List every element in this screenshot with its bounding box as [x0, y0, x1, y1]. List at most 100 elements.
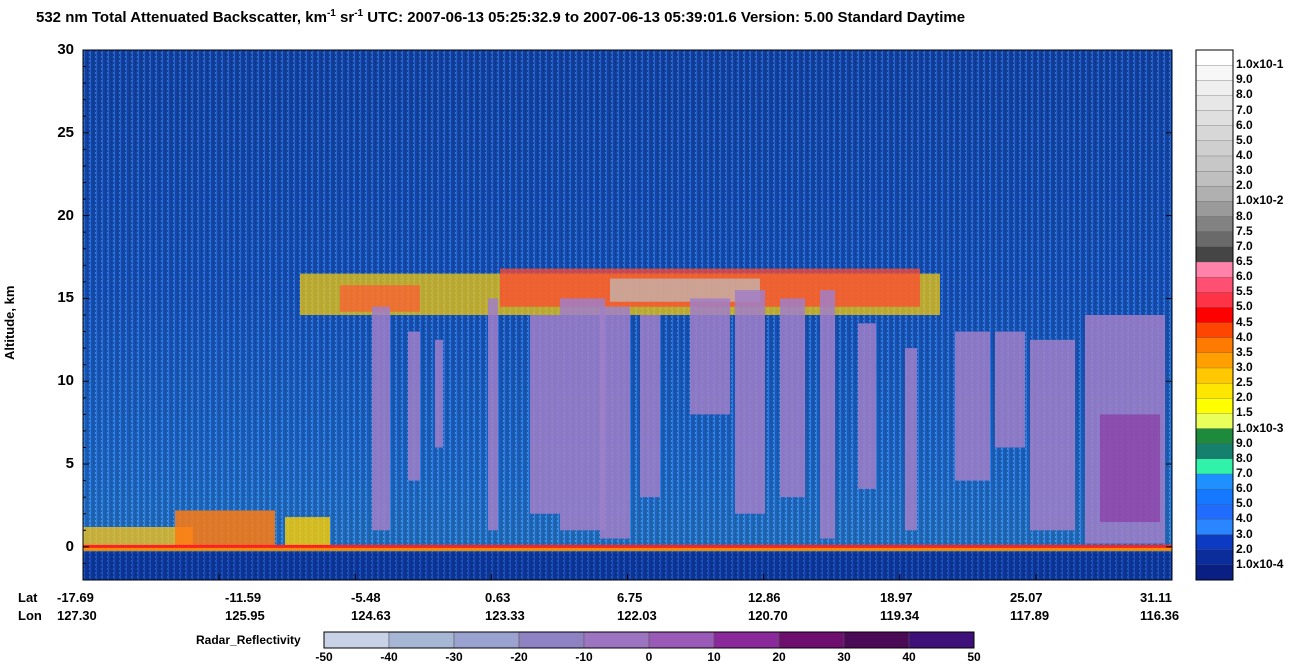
colorbar-label: 3.0	[1236, 163, 1253, 178]
lon-tick-label: 123.33	[485, 608, 525, 623]
y-tick-label: 15	[57, 289, 74, 307]
lon-tick-label: 120.70	[748, 608, 788, 623]
lat-tick-label: 12.86	[748, 590, 781, 605]
colorbar-label: 7.5	[1236, 223, 1253, 238]
colorbar-segment	[1195, 246, 1234, 263]
lat-tick-label: 25.07	[1010, 590, 1043, 605]
colorbar-label: 2.5	[1236, 375, 1253, 390]
lon-axis-head: Lon	[18, 608, 42, 623]
cloud-column	[530, 315, 560, 514]
colorbar-segment	[1195, 49, 1234, 66]
colorbar-label: 5.0	[1236, 132, 1253, 147]
y-tick-label: 30	[57, 41, 74, 58]
y-tick-label: 10	[57, 372, 74, 390]
lon-tick-label: 116.36	[1140, 608, 1180, 623]
cloud-column-core	[1100, 414, 1160, 523]
radar-segment	[843, 631, 910, 649]
cloud-column	[600, 306, 630, 539]
cloud-column	[735, 290, 765, 514]
surface-line-glow	[83, 547, 1172, 551]
lon-tick-label: 125.95	[225, 608, 265, 623]
radar-tick-label: -20	[510, 650, 528, 664]
colorbar-label: 9.0	[1236, 435, 1253, 450]
colorbar-segment	[1195, 398, 1234, 414]
radar-segment	[323, 631, 390, 649]
radar-segment	[518, 631, 585, 649]
radar-segment	[778, 631, 845, 649]
colorbar-label: 6.0	[1236, 117, 1253, 132]
colorbar-label: 4.0	[1236, 329, 1253, 344]
radar-tick-label: -40	[380, 650, 398, 664]
colorbar-label: 1.0x10-3	[1236, 420, 1284, 435]
boundary-layer-band	[83, 527, 193, 547]
colorbar-label: 1.5	[1236, 405, 1253, 420]
colorbar-label: 8.0	[1236, 450, 1253, 465]
colorbar-frame	[1195, 49, 1234, 581]
colorbar-segment	[1195, 413, 1234, 430]
radar-segment	[648, 631, 715, 649]
colorbar-label: 1.0x10-2	[1236, 193, 1284, 208]
colorbar-label: 6.0	[1236, 269, 1253, 284]
colorbar-label: 6.5	[1236, 254, 1253, 268]
cloud-column	[690, 298, 730, 415]
colorbar-segment	[1195, 549, 1234, 566]
colorbar-label: 2.0	[1236, 178, 1253, 193]
radar-label: Radar_Reflectivity	[196, 633, 301, 647]
cloud-column	[372, 306, 390, 531]
lon-tick-label: 119.34	[880, 608, 920, 623]
colorbar-label: 1.0x10-4	[1236, 556, 1284, 571]
cloud-column	[560, 298, 605, 531]
colorbar-segment	[1195, 443, 1234, 460]
colorbar-segment	[1195, 473, 1234, 490]
colorbar-label: 6.0	[1236, 481, 1253, 496]
colorbar-label: 7.0	[1236, 238, 1253, 253]
radar-tick-label: 40	[902, 650, 916, 664]
colorbar-label: 5.0	[1236, 299, 1253, 314]
colorbar-label: 5.0	[1236, 496, 1253, 511]
cloud-top-band	[610, 278, 760, 302]
colorbar-segment	[1195, 140, 1234, 157]
radar-tick-label: -50	[315, 650, 333, 664]
cloud-column	[955, 331, 990, 481]
colorbar-label: 3.0	[1236, 526, 1253, 541]
colorbar-label: 4.0	[1236, 148, 1253, 162]
radar-segment	[453, 631, 520, 649]
colorbar-label: 1.0x10-1	[1236, 57, 1284, 72]
colorbar-segment	[1195, 382, 1234, 399]
boundary-layer-band	[285, 517, 330, 547]
radar-tick-label: -10	[575, 650, 593, 664]
lat-tick-label: -17.69	[57, 590, 94, 605]
plot-area	[82, 49, 1173, 581]
y-tick-label: 0	[65, 537, 74, 555]
radar-tick-label: 30	[837, 650, 851, 664]
colorbar-segment	[1195, 307, 1234, 324]
colorbar-segment	[1195, 170, 1234, 187]
colorbar-label: 5.5	[1236, 284, 1253, 299]
cloud-column	[1030, 339, 1075, 531]
colorbar-segment	[1195, 352, 1234, 369]
colorbar-segment	[1195, 110, 1234, 127]
colorbar-label: 7.0	[1236, 102, 1253, 117]
colorbar-segment	[1195, 201, 1234, 218]
colorbar-segment	[1195, 186, 1234, 202]
radar-tick-label: 20	[772, 650, 786, 664]
colorbar-label: 2.0	[1236, 541, 1253, 556]
colorbar-segment	[1195, 80, 1234, 96]
lon-tick-label: 122.03	[617, 608, 657, 623]
colorbar-segment	[1195, 367, 1234, 384]
colorbar-label: 9.0	[1236, 72, 1253, 87]
colorbar-segment	[1195, 322, 1234, 339]
radar-segment	[583, 631, 650, 649]
boundary-layer-band	[175, 510, 275, 547]
lat-tick-label: -11.59	[225, 590, 262, 605]
colorbar-segment	[1195, 458, 1234, 475]
colorbar-segment	[1195, 276, 1234, 293]
y-axis-label: Altitude, km	[2, 285, 17, 360]
cloud-column	[780, 298, 805, 498]
radar-segment	[388, 631, 455, 649]
colorbar	[1195, 49, 1234, 581]
lat-tick-label: 0.63	[485, 590, 511, 605]
cloud-column	[995, 331, 1025, 448]
colorbar-segment	[1195, 564, 1234, 581]
